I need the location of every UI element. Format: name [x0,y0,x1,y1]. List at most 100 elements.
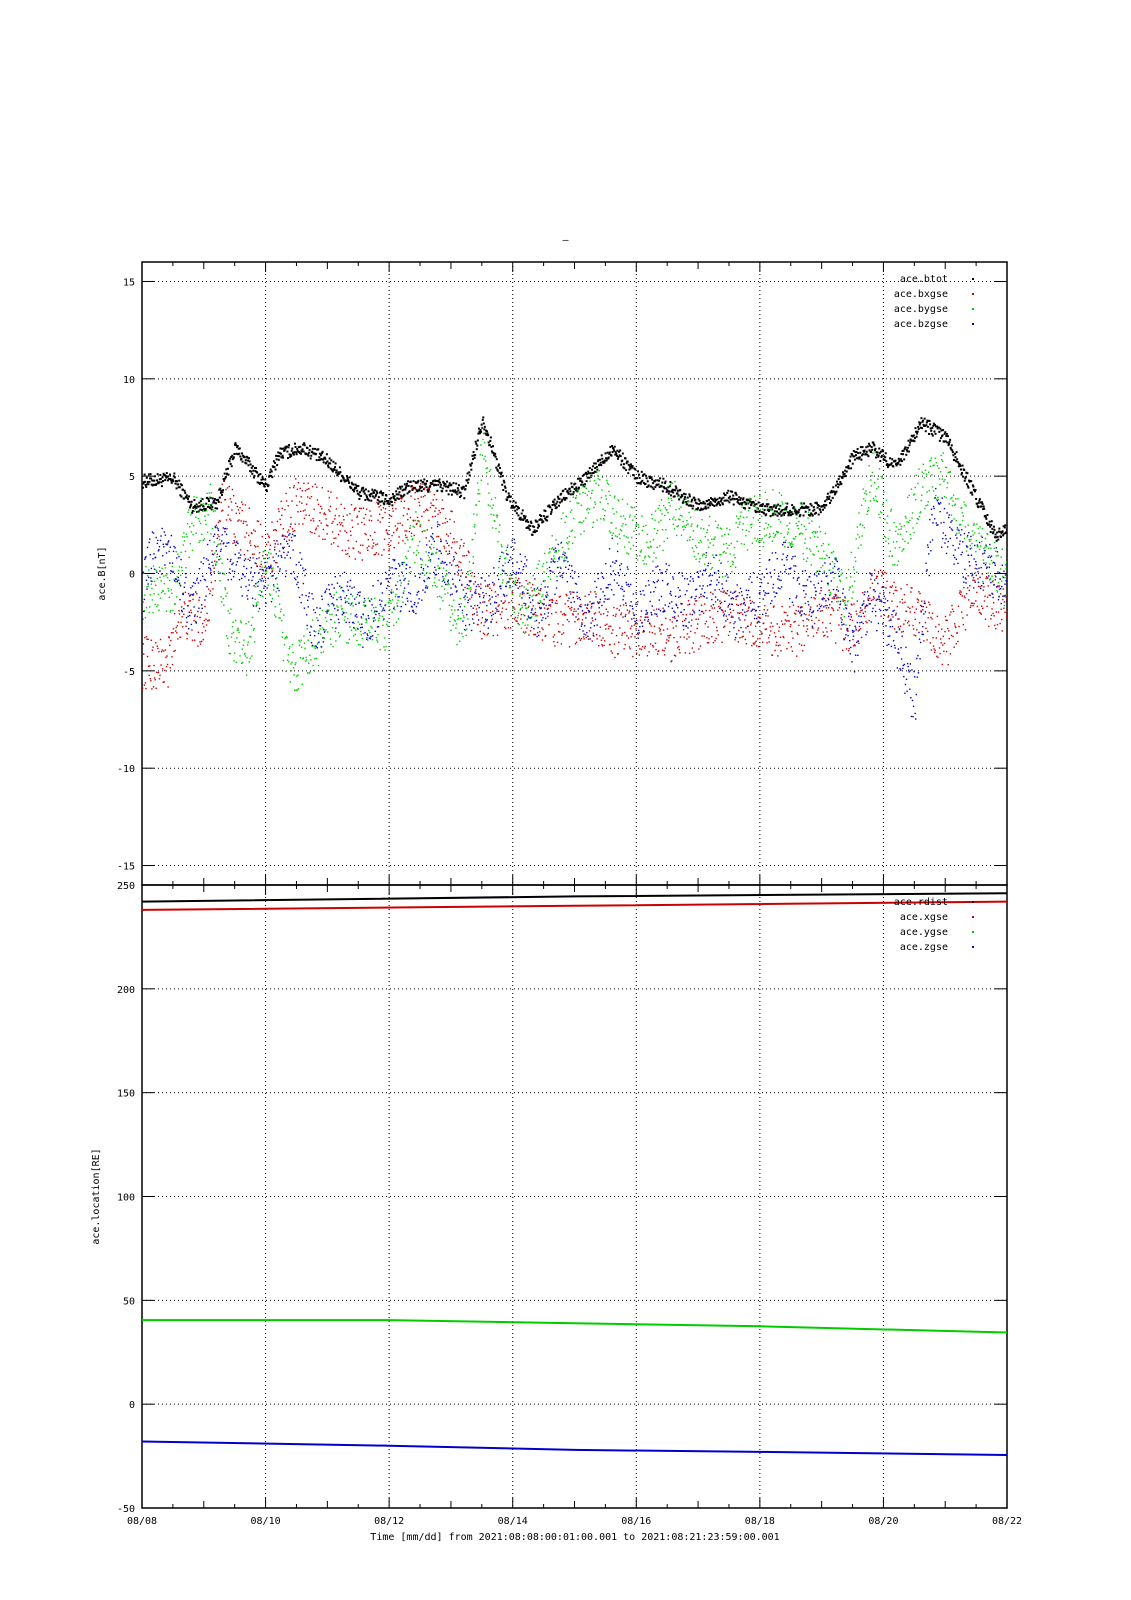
data-point [407,518,409,521]
data-point [501,611,503,613]
data-point [674,485,677,488]
data-point [467,550,470,552]
data-point [896,564,899,566]
data-point [461,632,463,635]
data-point [938,430,941,433]
data-point [168,636,170,639]
data-point [994,579,996,581]
data-point [519,516,522,519]
data-point [358,623,361,625]
data-point [542,603,545,606]
data-point [1005,528,1007,531]
data-point [537,589,540,591]
data-point [506,574,509,577]
data-point [174,581,177,583]
data-point [609,494,611,497]
data-point [219,580,221,582]
data-point [368,494,371,497]
data-point [651,517,653,520]
data-point [719,600,721,602]
data-point [753,495,756,497]
data-point [244,461,247,464]
data-point [703,635,705,637]
data-point [313,508,315,510]
data-point [745,535,747,537]
data-point [583,485,586,487]
data-point [159,477,162,480]
data-point [814,598,816,600]
data-point [871,475,873,477]
data-point [705,507,708,510]
data-point [548,547,551,550]
data-point [409,546,411,548]
data-point [470,462,473,465]
data-point [343,507,346,510]
data-point [913,634,915,636]
data-point [953,646,955,648]
data-point [539,518,542,521]
data-point [391,493,394,496]
data-point [402,514,405,517]
data-point [212,510,215,513]
data-point [290,454,293,457]
data-point [451,541,454,544]
data-point [469,463,472,466]
data-point [319,505,322,508]
data-point [789,544,791,546]
data-point [521,518,524,521]
data-point [252,629,255,631]
data-point [752,501,755,504]
data-point [469,586,472,589]
data-point [311,447,314,450]
data-point [728,544,730,547]
data-point [816,632,818,634]
data-point [414,519,417,522]
data-point [702,553,704,555]
data-point [470,468,473,471]
data-point [406,513,408,515]
data-point [501,474,504,477]
data-point [683,525,685,527]
data-point [803,525,805,527]
data-point [450,510,452,512]
data-point [552,636,554,638]
data-point [931,474,933,476]
data-point [236,446,239,449]
data-point [151,688,153,690]
data-point [204,519,207,522]
data-point [728,495,731,498]
data-point [826,574,829,577]
data-point [444,483,447,486]
data-point [230,455,233,458]
data-point [617,499,619,501]
data-point [643,563,645,565]
data-point [653,527,656,530]
data-point [949,470,952,473]
data-point [937,656,939,659]
data-point [159,473,162,476]
data-point [908,521,910,523]
data-point [558,504,561,507]
data-point [358,601,360,604]
data-point [908,624,910,627]
data-point [480,423,483,426]
data-point [833,577,835,579]
data-point [894,547,896,549]
data-point [644,645,646,648]
data-point [487,483,489,485]
data-point [434,480,437,483]
data-point [923,600,926,602]
data-point [625,536,628,538]
data-point [205,624,208,626]
data-point [562,624,564,626]
data-point [417,544,419,547]
data-point [160,664,162,666]
data-point [695,558,697,560]
data-point [846,601,849,603]
data-point [478,500,480,503]
data-point [701,508,704,511]
data-point [516,572,518,574]
data-point [166,663,169,666]
data-point [951,608,954,610]
data-point [536,594,538,596]
